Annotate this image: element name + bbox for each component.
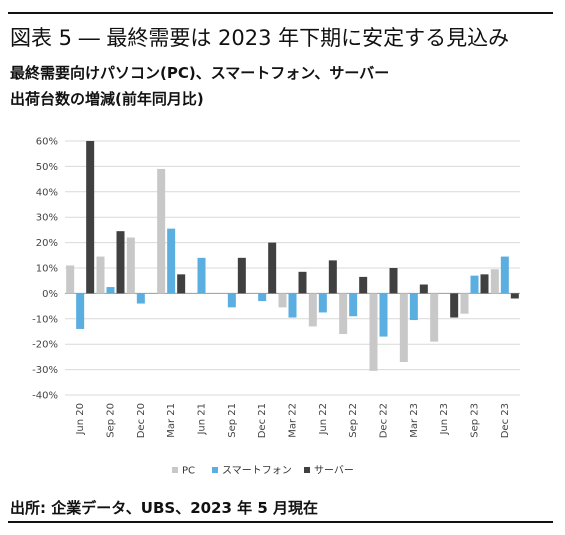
x-tick-label: Dec 21 bbox=[257, 403, 268, 438]
y-axis: -40% -30% -20% -10% 0% 10% 20% 30% 40% 50% 60% bbox=[32, 137, 58, 402]
bars bbox=[66, 141, 519, 371]
bar-pc-sep-23 bbox=[460, 293, 469, 314]
bottom-rule bbox=[8, 521, 553, 523]
y-tick-label: 0% bbox=[42, 289, 58, 300]
x-tick-label: Jun 21 bbox=[197, 403, 208, 436]
y-tick-label: 30% bbox=[36, 213, 58, 224]
bar-pc-sep-20 bbox=[96, 256, 105, 294]
x-tick-label: Sep 21 bbox=[227, 403, 238, 438]
bar-server-sep-20 bbox=[116, 231, 125, 294]
bar-smartphone-mar-21 bbox=[167, 228, 176, 294]
figure-subtitle-line2: 出荷台数の増減(前年同月比) bbox=[10, 90, 204, 108]
y-tick-label: 20% bbox=[36, 238, 58, 249]
y-tick-label: 40% bbox=[36, 187, 58, 198]
bar-pc-dec-22 bbox=[369, 293, 378, 371]
x-tick-label: Mar 21 bbox=[166, 403, 177, 438]
x-tick-label: Jun 22 bbox=[318, 403, 329, 436]
bar-smartphone-dec-21 bbox=[258, 293, 267, 302]
bar-server-dec-21 bbox=[268, 242, 277, 294]
x-tick-label: Sep 22 bbox=[348, 403, 359, 438]
x-tick-label: Mar 22 bbox=[288, 403, 299, 438]
bar-smartphone-jun-20 bbox=[76, 293, 85, 329]
bar-server-mar-22 bbox=[298, 271, 307, 294]
bar-chart: -40% -30% -20% -10% 0% 10% 20% 30% 40% 50% 60% Jun… bbox=[32, 137, 520, 477]
x-tick-label: Jun 23 bbox=[439, 403, 450, 436]
bar-smartphone-sep-20 bbox=[106, 287, 115, 294]
y-tick-label: 60% bbox=[36, 137, 58, 148]
bar-smartphone-mar-23 bbox=[409, 293, 418, 321]
bar-server-jun-20 bbox=[86, 141, 95, 294]
legend-swatch-server bbox=[304, 467, 310, 473]
bar-smartphone-jun-21 bbox=[197, 257, 206, 294]
legend-label-smartphone: スマートフォン bbox=[222, 466, 292, 477]
bar-server-sep-22 bbox=[359, 276, 368, 294]
bar-pc-mar-21 bbox=[157, 168, 166, 294]
x-tick-label: Jun 20 bbox=[75, 403, 86, 436]
bar-server-sep-23 bbox=[480, 274, 489, 294]
x-tick-label: Sep 20 bbox=[106, 403, 117, 438]
bar-smartphone-dec-23 bbox=[500, 256, 509, 294]
bar-smartphone-mar-22 bbox=[288, 293, 297, 318]
bar-pc-dec-20 bbox=[126, 237, 135, 294]
x-tick-label: Dec 23 bbox=[500, 403, 511, 438]
y-tick-label: 50% bbox=[36, 162, 58, 173]
source-note: 出所: 企業データ、UBS、2023 年 5 月現在 bbox=[10, 499, 319, 517]
bar-smartphone-sep-23 bbox=[470, 275, 479, 294]
bar-smartphone-sep-21 bbox=[227, 293, 236, 308]
y-tick-label: -10% bbox=[32, 314, 58, 325]
y-tick-label: 10% bbox=[36, 264, 58, 275]
y-tick-label: -30% bbox=[32, 365, 58, 376]
y-tick-label: -20% bbox=[32, 340, 58, 351]
bar-pc-jun-23 bbox=[430, 293, 439, 342]
bar-server-dec-22 bbox=[389, 268, 398, 294]
bar-smartphone-dec-20 bbox=[136, 293, 145, 304]
bar-pc-sep-22 bbox=[339, 293, 348, 335]
bar-pc-mar-23 bbox=[399, 293, 408, 362]
bar-smartphone-dec-22 bbox=[379, 293, 388, 337]
bar-server-dec-23 bbox=[510, 293, 519, 299]
x-tick-label: Dec 20 bbox=[136, 403, 147, 438]
figure-subtitle-line1: 最終需要向けパソコン(PC)、スマートフォン、サーバー bbox=[10, 64, 390, 82]
legend-swatch-pc bbox=[172, 467, 178, 473]
bar-pc-jun-22 bbox=[308, 293, 317, 327]
bar-smartphone-jun-22 bbox=[318, 293, 327, 313]
bar-server-sep-21 bbox=[237, 257, 246, 294]
bar-pc-dec-23 bbox=[490, 269, 499, 294]
bar-pc-mar-22 bbox=[278, 293, 287, 308]
legend-swatch-smartphone bbox=[212, 467, 218, 473]
legend-label-server: サーバー bbox=[314, 465, 354, 477]
bar-server-mar-23 bbox=[419, 284, 428, 294]
legend-label-pc: PC bbox=[182, 466, 195, 477]
legend: PC スマートフォン サーバー bbox=[172, 465, 354, 477]
bar-server-mar-21 bbox=[177, 274, 186, 294]
x-tick-label: Sep 23 bbox=[470, 403, 481, 438]
bar-pc-jun-20 bbox=[66, 265, 75, 294]
bar-server-jun-23 bbox=[450, 293, 459, 318]
bar-smartphone-sep-22 bbox=[349, 293, 358, 317]
x-axis: Jun 20 Sep 20 Dec 20 Mar 21 Jun 21 Sep 21 Dec … bbox=[75, 403, 511, 438]
bar-server-jun-22 bbox=[328, 260, 337, 294]
x-tick-label: Dec 22 bbox=[379, 403, 390, 438]
top-rule bbox=[8, 12, 553, 14]
figure-title: 図表 5 ― 最終需要は 2023 年下期に安定する見込み bbox=[10, 26, 510, 50]
y-tick-label: -40% bbox=[32, 391, 58, 402]
x-tick-label: Mar 23 bbox=[409, 403, 420, 438]
